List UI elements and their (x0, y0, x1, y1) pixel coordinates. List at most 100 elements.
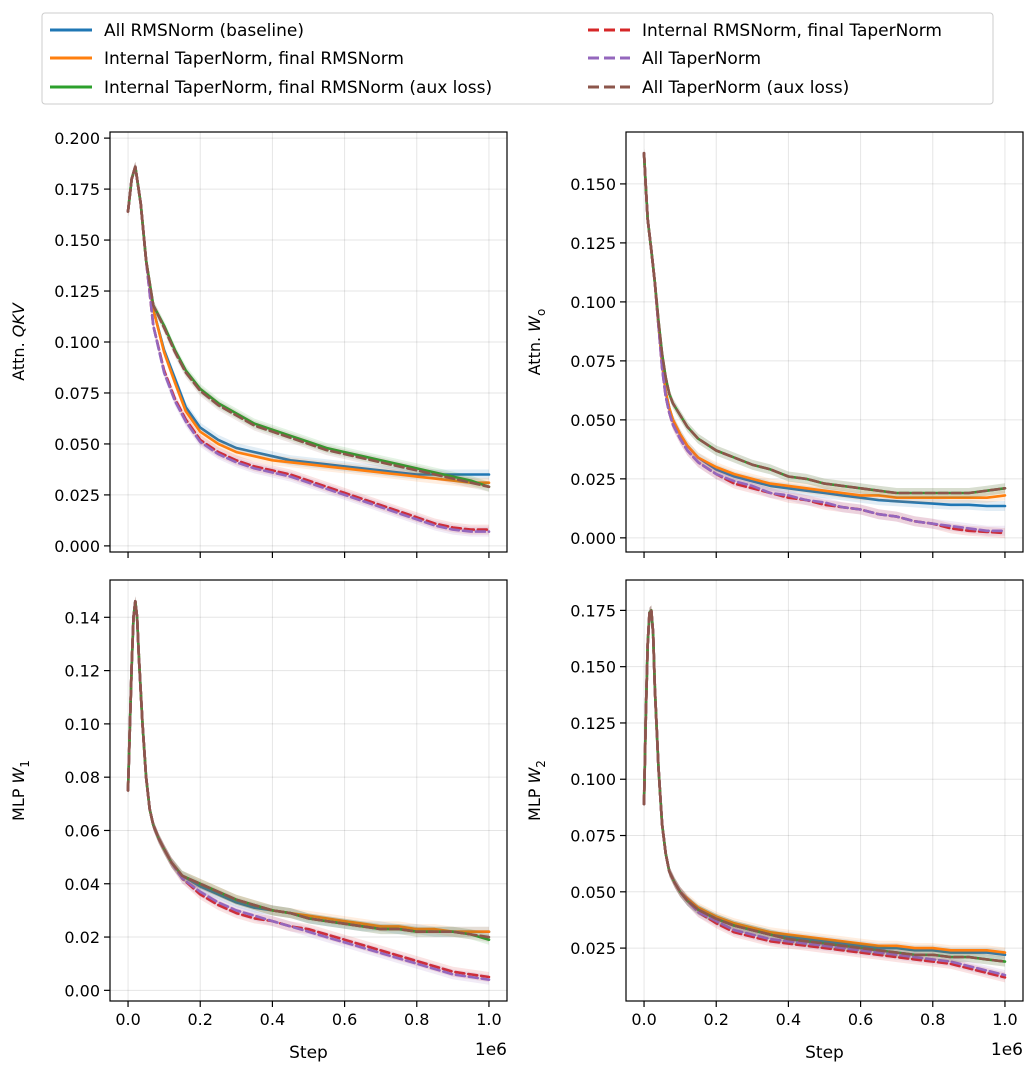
y-tick-label: 0.075 (570, 352, 616, 371)
legend-entry: All RMSNorm (baseline) (50, 21, 304, 41)
series-line-5 (642, 609, 1007, 977)
y-tick-label: 0.14 (64, 608, 100, 627)
x-tick-label: 0.8 (404, 1010, 429, 1029)
series-line-3 (126, 600, 491, 941)
series-line-6 (126, 600, 491, 939)
series-line-6 (126, 165, 491, 489)
y-tick-label: 0.125 (54, 282, 100, 301)
x-tick-label: 0.0 (631, 1010, 656, 1029)
legend-label: Internal RMSNorm, final TaperNorm (642, 21, 942, 41)
series-band-6 (128, 596, 489, 943)
legend-label: All TaperNorm (aux loss) (642, 78, 849, 98)
y-tick-label: 0.050 (54, 435, 100, 454)
y-tick-label: 0.175 (570, 601, 616, 620)
y-tick-label: 0.10 (64, 715, 100, 734)
series-band-6 (128, 161, 489, 492)
series-line-4 (642, 609, 1007, 979)
legend: All RMSNorm (baseline) Internal TaperNorm… (41, 12, 994, 105)
x-offset-label: 1e6 (475, 1040, 507, 1060)
y-tick-label: 0.02 (64, 928, 100, 947)
series-band-5 (644, 605, 1005, 981)
grid (626, 132, 1023, 552)
series-line-6 (642, 609, 1007, 963)
y-axis-label: MLP W1 (9, 760, 32, 821)
y-axis-label: MLP W2 (525, 760, 548, 821)
x-tick-label: 1.0 (476, 1010, 501, 1029)
grid (110, 580, 507, 1001)
series-line-2 (642, 609, 1007, 954)
legend-entry: All TaperNorm (aux loss) (588, 78, 849, 98)
series-band-6 (644, 605, 1005, 967)
x-tick-label: 0.8 (920, 1010, 945, 1029)
series-band-5 (644, 148, 1005, 536)
series-group (126, 596, 491, 985)
legend-entry: Internal RMSNorm, final TaperNorm (588, 21, 942, 41)
y-tick-label: 0.100 (570, 293, 616, 312)
subplot-1: 0.000 0.025 0.050 0.075 0.100 0.125 0.150 0.175… (9, 129, 508, 558)
series-line-4 (642, 151, 1007, 535)
subplot-2: 0.000 0.025 0.050 0.075 0.100 0.125 0.150 Attn.… (525, 131, 1024, 558)
y-tick-label: 0.08 (64, 768, 100, 787)
series-line-1 (126, 165, 491, 476)
y-tick-label: 0.12 (64, 662, 100, 681)
legend-label: All TaperNorm (642, 49, 761, 69)
y-tick-label: 0.075 (570, 827, 616, 846)
y-tick-label: 0.125 (570, 714, 616, 733)
x-axis-label: Step (289, 1043, 328, 1063)
series-group (642, 605, 1007, 983)
x-tick-label: 0.4 (260, 1010, 285, 1029)
x-tick-label: 0.6 (848, 1010, 873, 1029)
y-axis-label: Attn. QKV (9, 302, 28, 381)
x-tick-label: 0.2 (188, 1010, 213, 1029)
series-band-6 (644, 148, 1005, 498)
series-band-3 (128, 596, 489, 945)
series-line-2 (642, 151, 1007, 499)
y-tick-label: 0.100 (570, 770, 616, 789)
x-tick-label: 1.0 (992, 1010, 1017, 1029)
y-tick-label: 0.200 (54, 129, 100, 148)
legend-frame (41, 12, 994, 105)
y-tick-label: 0.075 (54, 384, 100, 403)
series-line-2 (126, 165, 491, 484)
subplot-4: 0.0 0.2 0.4 0.6 0.8 1.0 0.025 0.050 0.075 0.100 0.… (525, 579, 1024, 1063)
axes-frame (109, 579, 508, 1002)
y-axis-label: Attn. Wo (525, 309, 548, 376)
y-tick-label: 0.175 (54, 180, 100, 199)
y-tick-label: 0.100 (54, 333, 100, 352)
series-band-2 (644, 148, 1005, 503)
grid (110, 132, 507, 552)
y-tick-label: 0.150 (570, 658, 616, 677)
x-tick-label: 0.4 (776, 1010, 801, 1029)
y-tick-label: 0.04 (64, 875, 100, 894)
y-tick-label: 0.06 (64, 821, 100, 840)
y-tick-label: 0.000 (54, 537, 100, 556)
x-axis-label: Step (805, 1043, 844, 1063)
y-tick-label: 0.150 (570, 175, 616, 194)
y-tick-label: 0.050 (570, 883, 616, 902)
x-tick-label: 0.2 (704, 1010, 729, 1029)
legend-entry: Internal TaperNorm, final RMSNorm (50, 49, 404, 69)
y-tick-label: 0.150 (54, 231, 100, 250)
series-line-5 (642, 151, 1007, 533)
axes-frame (625, 579, 1024, 1002)
legend-label: Internal TaperNorm, final RMSNorm (aux l… (104, 78, 492, 98)
series-band-2 (128, 596, 489, 937)
series-group (126, 161, 491, 537)
y-tick-label: 0.125 (570, 234, 616, 253)
series-band-3 (644, 148, 1005, 498)
y-tick-label: 0.050 (570, 411, 616, 430)
series-line-6 (642, 151, 1007, 495)
legend-entry: Internal TaperNorm, final RMSNorm (aux l… (50, 78, 492, 98)
series-group (642, 148, 1007, 539)
y-tick-label: 0.025 (54, 486, 100, 505)
x-tick-label: 0.0 (115, 1010, 140, 1029)
series-band-1 (128, 596, 489, 937)
axes-frame (625, 131, 1024, 553)
y-tick-label: 0.025 (570, 939, 616, 958)
series-band-4 (644, 605, 1005, 983)
x-tick-label: 0.6 (332, 1010, 357, 1029)
subplot-3: 0.0 0.2 0.4 0.6 0.8 1.0 0.00 0.02 0.04 0.06 0.08 0.… (9, 579, 508, 1063)
legend-entry: All TaperNorm (588, 49, 761, 69)
legend-label: Internal TaperNorm, final RMSNorm (104, 49, 404, 69)
